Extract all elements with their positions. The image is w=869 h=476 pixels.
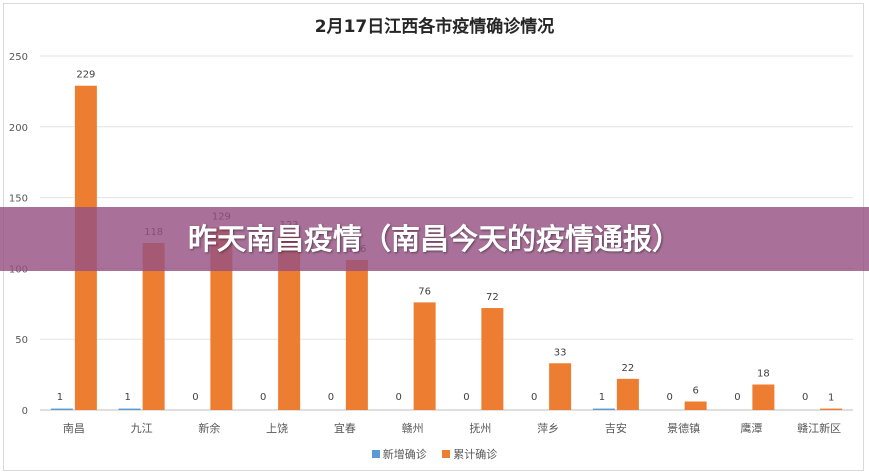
x-tick-label: 赣江新区: [797, 421, 841, 435]
data-label: 1: [124, 392, 130, 403]
bar: [616, 378, 639, 410]
y-tick-label: 250: [9, 52, 28, 63]
x-tick-label: 景德镇: [667, 421, 700, 435]
data-label: 0: [328, 392, 334, 403]
y-tick-label: 50: [15, 335, 28, 346]
bar: [118, 408, 141, 410]
bar: [820, 408, 843, 410]
x-tick-labels: 南昌 九江 新余 上饶 宜春 赣州 抚州 萍乡 吉安 景德镇 鹰潭 赣江新区: [63, 421, 841, 435]
bar: [592, 408, 615, 410]
data-label: 6: [692, 386, 698, 397]
data-label: 33: [554, 347, 567, 358]
x-tick-label: 抚州: [469, 421, 491, 435]
legend-item-total: 累计确诊: [442, 446, 497, 462]
bar: [481, 308, 504, 410]
banner-headline: 昨天南昌疫情（南昌今天的疫情通报）: [187, 222, 681, 256]
x-tick-label: 萍乡: [537, 422, 559, 435]
x-tick-label: 吉安: [605, 421, 627, 435]
x-tick-label: 南昌: [63, 422, 85, 435]
data-label: 1: [57, 392, 63, 403]
legend-item-new: 新增确诊: [371, 446, 427, 462]
y-tick-label: 0: [22, 406, 28, 417]
x-tick-label: 新余: [198, 421, 220, 435]
x-tick-label: 鹰潭: [740, 421, 762, 435]
legend-label-new: 新增确诊: [382, 448, 427, 461]
data-label: 0: [192, 392, 198, 403]
data-label: 72: [486, 292, 499, 303]
x-tick-label: 九江: [131, 422, 153, 435]
bar: [413, 302, 436, 410]
data-label: 1: [828, 393, 834, 404]
y-tick-label: 200: [9, 123, 28, 134]
data-label: 0: [463, 392, 469, 403]
y-tick-label: 150: [9, 194, 28, 205]
bar: [50, 408, 73, 410]
bar: [278, 235, 301, 410]
data-label: 18: [757, 369, 770, 380]
data-label: 22: [622, 363, 635, 374]
data-label: 1: [599, 392, 605, 403]
x-tick-label: 宜春: [334, 421, 356, 435]
data-label: 0: [802, 392, 808, 403]
bar: [142, 242, 165, 410]
data-label: 0: [395, 392, 401, 403]
x-tick-label: 赣州: [402, 421, 424, 435]
bar: [752, 384, 775, 410]
legend-swatch-new: [371, 450, 380, 458]
data-label: 0: [531, 392, 537, 403]
headline-banner: 昨天南昌疫情（南昌今天的疫情通报）: [0, 207, 869, 271]
data-label: 0: [260, 392, 266, 403]
chart-title: 2月17日江西各市疫情确诊情况: [314, 17, 555, 37]
bar: [210, 227, 233, 410]
x-tick-label: 上饶: [266, 422, 288, 435]
data-label: 0: [734, 392, 740, 403]
bar: [549, 363, 572, 410]
legend: 新增确诊 累计确诊: [0, 446, 869, 462]
data-label: 0: [666, 392, 672, 403]
bar: [684, 401, 707, 410]
data-label: 76: [418, 286, 431, 297]
data-label: 229: [76, 70, 95, 81]
legend-label-total: 累计确诊: [453, 448, 498, 461]
legend-swatch-total: [442, 450, 451, 458]
bar: [345, 259, 368, 410]
